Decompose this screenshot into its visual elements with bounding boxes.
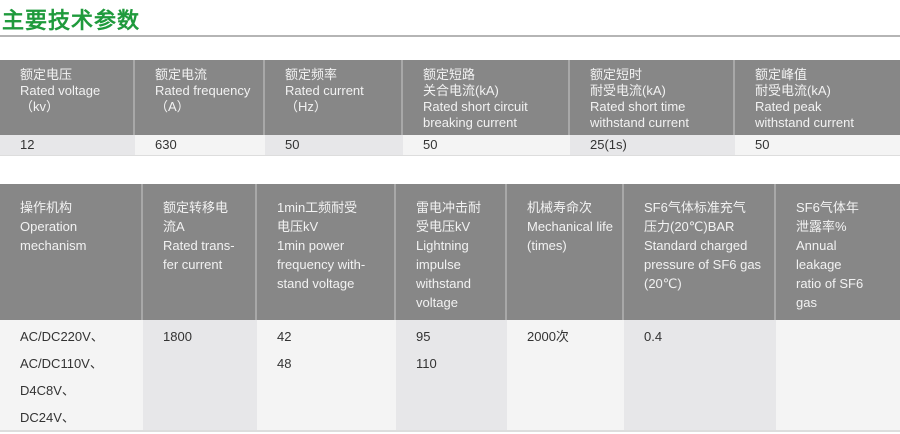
header-text: mechanism (20, 238, 87, 253)
header-text: voltage (416, 295, 458, 310)
header-text: 额定电压 (20, 67, 73, 82)
cell-value: 42 (277, 329, 292, 344)
header-text: 受电压kV (416, 219, 471, 234)
cell-value: 48 (277, 356, 292, 371)
divider (0, 35, 900, 37)
header-text: breaking current (423, 115, 517, 130)
header-text: 额定频率 (285, 67, 338, 82)
data-cell: 50 (265, 135, 403, 155)
header-text: 耐受电流(kA) (755, 83, 831, 98)
header-text: SF6气体标准充气 (644, 200, 746, 215)
header-cell: 额定频率 Rated current （Hz） (265, 60, 403, 135)
header-text: withstand (416, 276, 471, 291)
cell-value: 95 (416, 329, 431, 344)
header-cell: 额定电压 Rated voltage （kv） (0, 60, 135, 135)
cell-value: AC/DC110V、 (20, 356, 103, 371)
cell-value: DC24V、 (20, 410, 75, 425)
header-text: 额定短路 (423, 67, 476, 82)
header-text: ratio of SF6 (796, 276, 864, 291)
header-text: 压力(20℃)BAR (644, 219, 735, 234)
header-text: Rated voltage (20, 83, 101, 98)
table2-data-row: AC/DC220V、 AC/DC110V、 D4C8V、 DC24V、 1800 42 48… (0, 320, 900, 432)
data-cell: 630 (135, 135, 265, 155)
cell-value: 110 (416, 356, 437, 371)
header-text: 额定转移电 (163, 200, 229, 215)
header-text: Operation (20, 219, 78, 234)
header-text: 额定电流 (155, 67, 208, 82)
header-cell: SF6气体年 泄露率% Annual leakage ratio of SF6 gas (776, 184, 900, 320)
header-text: 额定峰值 (755, 67, 808, 82)
data-cell: 12 (0, 135, 135, 155)
header-cell: 操作机构 Operation mechanism (0, 184, 143, 320)
header-text: Lightning (416, 238, 469, 253)
header-text: Mechanical life (527, 219, 613, 234)
data-cell: 0.4 (624, 320, 776, 430)
data-cell (776, 320, 900, 430)
header-text: 1min工频耐受 (277, 200, 358, 215)
data-cell: 1800 (143, 320, 257, 430)
header-cell: 额定峰值 耐受电流(kA) Rated peak withstand current (735, 60, 900, 135)
header-cell: 额定转移电流A Rated trans-fer current (143, 184, 257, 320)
header-text: 操作机构 (20, 200, 73, 215)
header-text: impulse (416, 257, 461, 272)
cell-value: 1800 (163, 329, 192, 344)
header-text: （A） (155, 99, 190, 114)
header-text: Annual (796, 238, 837, 253)
header-text: gas (796, 295, 817, 310)
header-text: （Hz） (285, 99, 327, 114)
header-text: stand voltage (277, 276, 355, 291)
data-cell: AC/DC220V、 AC/DC110V、 D4C8V、 DC24V、 (0, 320, 143, 430)
header-text: Rated current (285, 83, 364, 98)
header-text: 泄露率% (796, 219, 847, 234)
header-cell: 额定电流 Rated frequency （A） (135, 60, 265, 135)
header-text: (20℃) (644, 276, 682, 291)
cell-value: AC/DC220V、 (20, 329, 104, 344)
header-text: Rated short time (590, 99, 686, 114)
table1-header-row: 额定电压 Rated voltage （kv） 额定电流 Rated frequency… (0, 60, 900, 135)
header-cell: 额定短路 关合电流(kA) Rated short circuit breaking … (403, 60, 570, 135)
header-cell: 额定短时 耐受电流(kA) Rated short time withstand cu… (570, 60, 735, 135)
data-cell: 42 48 (257, 320, 396, 430)
header-cell: 雷电冲击耐受电压kV Lightning impulse withstand volta… (396, 184, 507, 320)
cell-value: 2000次 (527, 329, 569, 344)
cell-value: D4C8V、 (20, 383, 75, 398)
header-text: 耐受电流(kA) (590, 83, 666, 98)
header-text: Rated peak (755, 99, 822, 114)
data-cell: 95 110 (396, 320, 507, 430)
data-cell: 50 (403, 135, 570, 155)
header-cell: 机械寿命次 Mechanical life (times) (507, 184, 624, 320)
header-text: withstand current (755, 115, 854, 130)
header-text: 1min power (277, 238, 345, 253)
header-text: (times) (527, 238, 567, 253)
header-text: （kv） (20, 99, 60, 114)
header-text: Rated short circuit (423, 99, 528, 114)
header-text: Rated trans- (163, 238, 235, 253)
table1-data-row: 12 630 50 50 25(1s) 50 (0, 135, 900, 156)
header-text: frequency with- (277, 257, 366, 272)
cell-value: 0.4 (644, 329, 663, 344)
header-text: withstand current (590, 115, 689, 130)
header-text: 关合电流(kA) (423, 83, 499, 98)
section-title: 主要技术参数 (2, 8, 141, 33)
header-text: Standard charged (644, 238, 748, 253)
header-text: 流A (163, 219, 185, 234)
data-cell: 25(1s) (570, 135, 735, 155)
data-cell: 2000次 (507, 320, 624, 430)
header-text: 机械寿命次 (527, 200, 593, 215)
header-text: leakage (796, 257, 842, 272)
header-text: 额定短时 (590, 67, 643, 82)
header-text: fer current (163, 257, 223, 272)
header-text: 电压kV (277, 219, 319, 234)
header-text: 雷电冲击耐 (416, 200, 482, 215)
header-text: Rated frequency (155, 83, 251, 98)
data-cell: 50 (735, 135, 900, 155)
header-text: pressure of SF6 gas (644, 257, 762, 272)
table2-header-row: 操作机构 Operation mechanism 额定转移电流A Rated trans… (0, 184, 900, 320)
header-cell: SF6气体标准充气 压力(20℃)BAR Standard charged press… (624, 184, 776, 320)
header-cell: 1min工频耐受 电压kV 1min power frequency with-sta… (257, 184, 396, 320)
header-text: SF6气体年 (796, 200, 859, 215)
